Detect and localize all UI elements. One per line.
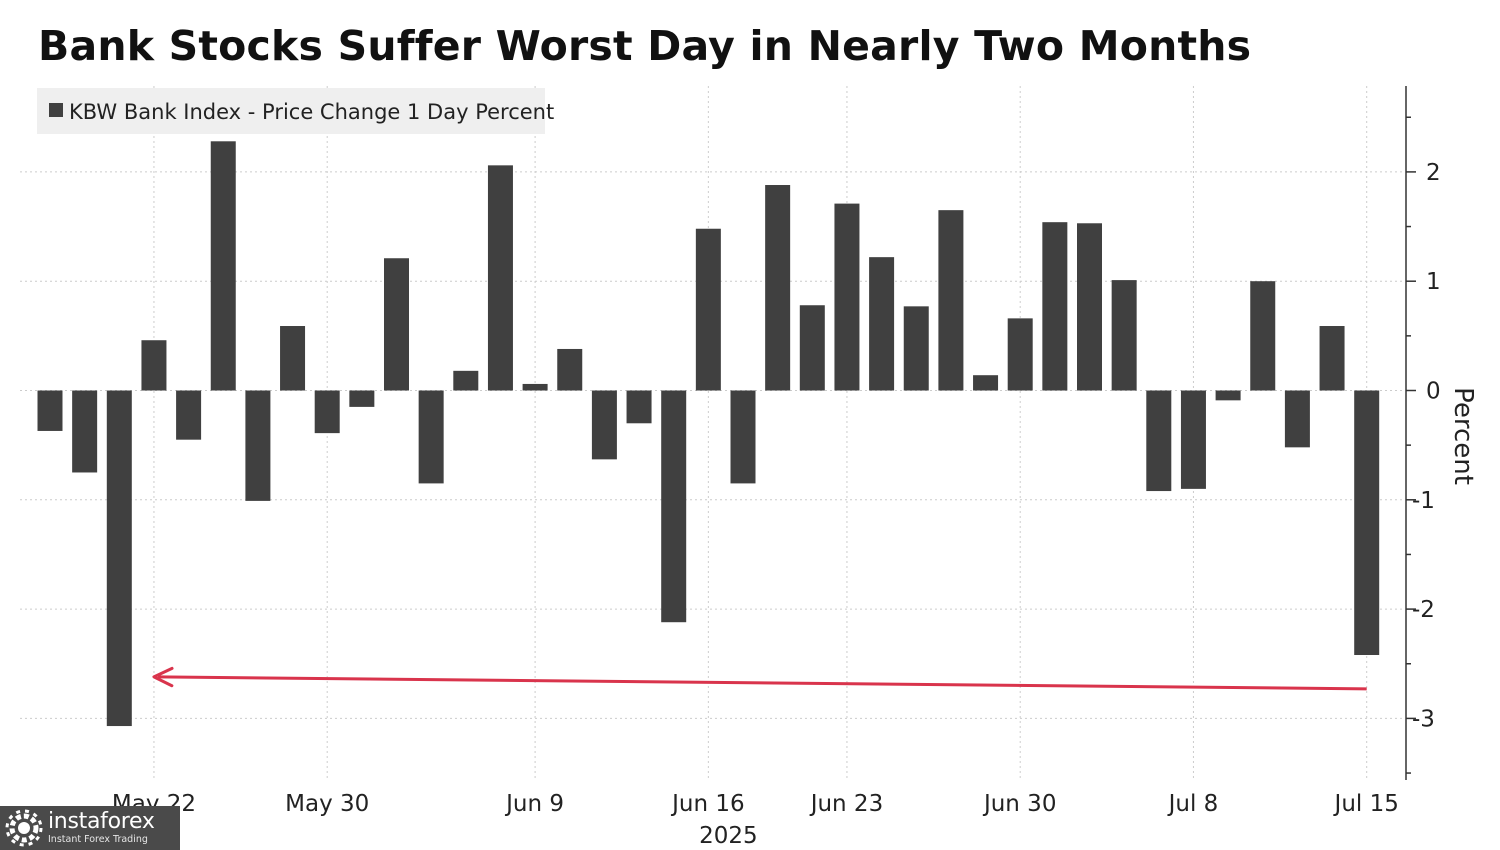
x-tick-label: May 30: [285, 791, 369, 817]
bar: [245, 390, 271, 501]
instaforex-logo: instaforex Instant Forex Trading: [0, 806, 180, 850]
bar: [418, 390, 444, 484]
bar: [1215, 390, 1241, 401]
logo-name: instaforex: [48, 809, 155, 835]
y-tick-label: 1: [1426, 269, 1441, 295]
y-tick-label: 2: [1426, 160, 1441, 186]
bar: [765, 185, 791, 391]
bar: [869, 257, 895, 391]
bar: [903, 306, 929, 391]
bars: [37, 141, 1380, 727]
bar: [591, 390, 617, 460]
bar: [1146, 390, 1172, 492]
bar: [487, 165, 513, 391]
bar: [141, 340, 167, 391]
bar: [695, 228, 721, 391]
bar: [176, 390, 202, 440]
bar: [1042, 222, 1068, 391]
y-axis: 2 1 0 -1 -2 -3 Percent: [1405, 86, 1478, 780]
bar: [280, 326, 306, 391]
y-tick-label: 0: [1426, 379, 1441, 405]
legend-box: [37, 88, 545, 134]
x-tick-label: Jun 23: [809, 791, 884, 817]
legend-swatch: [49, 103, 63, 117]
legend-label: KBW Bank Index - Price Change 1 Day Perc…: [69, 100, 554, 124]
bar: [106, 390, 132, 727]
bar: [973, 375, 999, 391]
bar: [72, 390, 98, 473]
bar: [1319, 326, 1345, 391]
y-tick-label: -1: [1412, 488, 1435, 514]
bar: [730, 390, 756, 484]
y-tick-label: -2: [1412, 597, 1435, 623]
annotation-arrow-head: [152, 666, 174, 688]
y-axis-title: Percent: [1448, 387, 1478, 485]
chart-title: Bank Stocks Suffer Worst Day in Nearly T…: [38, 22, 1252, 70]
x-tick-label: Jun 16: [670, 791, 745, 817]
bar: [384, 258, 409, 391]
gear-logo-icon: [5, 809, 43, 847]
bar: [1284, 390, 1310, 448]
x-tick-label: Jul 15: [1333, 791, 1399, 817]
x-tick-label: Jun 30: [982, 791, 1057, 817]
legend: KBW Bank Index - Price Change 1 Day Perc…: [37, 88, 554, 134]
x-tick-label: Jun 9: [504, 791, 564, 817]
x-tick-label: Jul 8: [1167, 791, 1219, 817]
annotations: [152, 666, 1367, 691]
x-year-label: 2025: [699, 823, 758, 849]
bar: [1077, 223, 1102, 391]
bar: [799, 305, 825, 391]
x-axis: May 22 May 30 Jun 9 Jun 16 Jun 23 Jun 30 Jul 8…: [112, 791, 1399, 849]
logo-subtitle: Instant Forex Trading: [48, 834, 148, 846]
bar: [522, 383, 548, 391]
bar: [1007, 318, 1033, 391]
bar: [661, 390, 687, 623]
annotation-arrow-line: [157, 675, 1367, 691]
y-tick-label: -3: [1412, 706, 1435, 732]
bar: [314, 390, 340, 434]
bar: [834, 203, 860, 391]
bar: [1180, 390, 1206, 489]
bar: [453, 370, 479, 391]
bar: [210, 141, 236, 391]
bar: [1354, 390, 1380, 656]
bar: [557, 348, 583, 391]
bar: [1111, 280, 1137, 391]
bar: [626, 390, 652, 424]
bar: [1250, 281, 1276, 391]
bar: [37, 390, 63, 431]
bar: [938, 210, 964, 391]
bar: [349, 390, 375, 407]
